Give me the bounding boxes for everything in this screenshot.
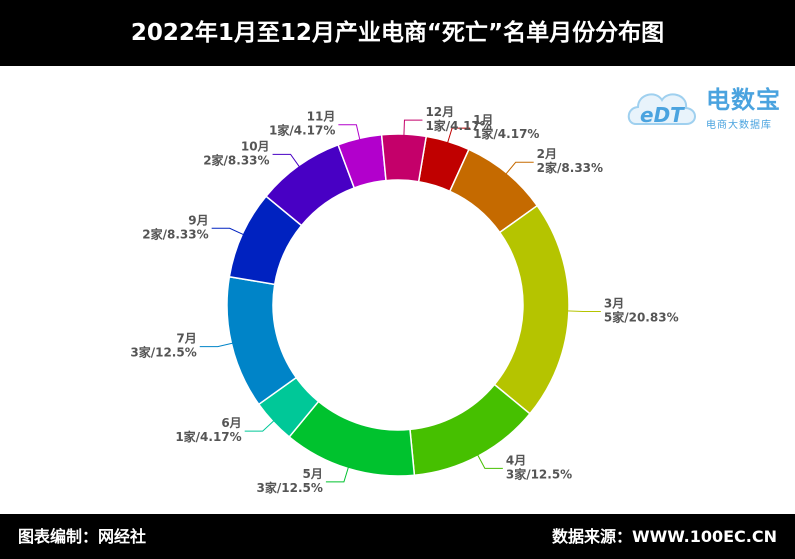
slice-label-month: 1月 bbox=[473, 113, 493, 127]
slice-label-month: 11月 bbox=[307, 110, 336, 124]
slice-label-month: 12月 bbox=[425, 105, 454, 119]
logo-subtitle: 电商大数据库 bbox=[706, 120, 772, 131]
slice-label-value: 1家/4.17% bbox=[175, 429, 241, 444]
footer-bar bbox=[0, 514, 795, 559]
leader-line-10月 bbox=[272, 153, 301, 168]
logo-mark: eDT bbox=[640, 103, 685, 127]
slice-label-value: 3家/12.5% bbox=[506, 466, 572, 481]
slice-label-value: 3家/12.5% bbox=[130, 345, 196, 360]
slice-label-value: 2家/8.33% bbox=[537, 160, 603, 175]
leader-line-9月 bbox=[211, 227, 245, 236]
footer-source: 数据来源：WWW.100EC.CN bbox=[551, 527, 777, 546]
slice-label-value: 1家/4.17% bbox=[269, 123, 335, 138]
leader-line-6月 bbox=[244, 419, 275, 432]
logo-name: 电数宝 bbox=[706, 86, 781, 114]
slice-label-month: 2月 bbox=[537, 147, 557, 161]
slice-label-month: 6月 bbox=[221, 416, 241, 430]
leader-line-2月 bbox=[505, 161, 534, 175]
slice-label-value: 3家/12.5% bbox=[257, 480, 323, 495]
slice-label-value: 2家/8.33% bbox=[142, 226, 208, 241]
slice-label-value: 5家/20.83% bbox=[604, 309, 679, 324]
leader-line-4月 bbox=[476, 453, 503, 469]
leader-line-7月 bbox=[199, 342, 234, 348]
chart-title: 2022年1月至12月产业电商“死亡”名单月份分布图 bbox=[130, 20, 665, 46]
slice-3月 bbox=[493, 204, 570, 415]
slice-label-value: 1家/4.17% bbox=[473, 126, 539, 141]
leader-line-5月 bbox=[325, 466, 350, 483]
slice-label-month: 7月 bbox=[176, 332, 196, 346]
leader-line-3月 bbox=[566, 310, 601, 312]
slice-label-month: 10月 bbox=[241, 139, 270, 153]
leader-line-11月 bbox=[338, 124, 361, 141]
leader-line-1月 bbox=[446, 127, 471, 144]
slice-label-value: 1家/4.17% bbox=[425, 118, 491, 133]
title-bar bbox=[0, 0, 795, 66]
slice-label-month: 9月 bbox=[188, 213, 208, 227]
leader-line-12月 bbox=[403, 119, 423, 137]
donut-chart: 1月1家/4.17%2月2家/8.33%3月5家/20.83%4月3家/12.5… bbox=[130, 105, 679, 495]
slice-12月 bbox=[380, 133, 428, 183]
slice-label-month: 4月 bbox=[506, 453, 526, 467]
slice-label-month: 5月 bbox=[303, 467, 323, 481]
slice-label-value: 2家/8.33% bbox=[203, 152, 269, 167]
edt-logo-icon: eDT bbox=[627, 93, 696, 127]
slice-7月 bbox=[226, 275, 298, 406]
footer-credit: 图表编制：网经社 bbox=[18, 527, 147, 546]
slice-label-month: 3月 bbox=[604, 296, 624, 310]
